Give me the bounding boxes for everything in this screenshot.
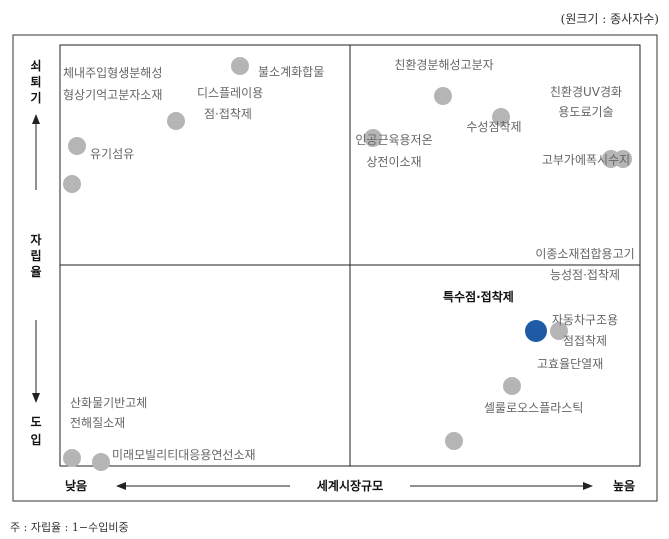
point-label: 점접착제 — [563, 334, 607, 348]
y-high-char-2: 퇴 — [30, 74, 41, 89]
point-label: 자동차구조용 — [552, 313, 618, 327]
data-point — [550, 322, 568, 340]
chart-frame — [12, 34, 658, 502]
y-high-char-1: 쇠 — [30, 58, 41, 73]
x-low-label: 낮음 — [65, 478, 87, 493]
point-label: 점·접착제 — [204, 107, 252, 121]
point-label: 특수점·접착제 — [443, 289, 514, 304]
data-point — [231, 57, 249, 75]
point-label: 친환경UV경화 — [550, 85, 622, 99]
point-label: 체내주입형생분해성 — [63, 66, 162, 80]
x-high-label: 높음 — [613, 478, 635, 493]
x-arrow-left-head — [116, 482, 126, 490]
y-high-char-3: 기 — [30, 90, 41, 105]
y-label-char-3: 율 — [30, 265, 41, 279]
y-arrow-down-head — [32, 393, 40, 403]
y-low-char-1: 도 — [30, 415, 41, 429]
point-label: 불소계화합물 — [258, 65, 324, 79]
data-point — [92, 453, 110, 471]
data-point — [434, 87, 452, 105]
y-label-char-1: 자 — [30, 232, 41, 247]
point-label: 고부가에폭시수지 — [542, 153, 630, 167]
point-label: 친환경분해성고분자 — [394, 58, 493, 72]
point-label: 고효율단열재 — [537, 357, 603, 371]
data-point — [167, 112, 185, 130]
point-label: 수성점착제 — [466, 120, 521, 134]
data-point — [445, 432, 463, 450]
data-point — [614, 150, 632, 168]
data-point — [364, 129, 382, 147]
point-label: 전해질소재 — [70, 416, 125, 430]
point-label: 용도료기술 — [558, 105, 613, 119]
point-label: 인공근육용저온 — [355, 133, 432, 147]
data-point — [492, 108, 510, 126]
point-label: 능성점·접착제 — [550, 268, 620, 282]
point-label: 산화물기반고체 — [70, 396, 147, 410]
y-low-char-2: 입 — [30, 433, 41, 447]
x-arrow-right-head — [583, 482, 593, 490]
highlight-point — [525, 320, 547, 342]
bubble-size-note: (원크기 : 종사자수) — [560, 12, 659, 26]
point-label: 유기섬유 — [90, 147, 134, 161]
data-point — [63, 175, 81, 193]
point-label: 형상기억고분자소재 — [63, 88, 162, 102]
point-label: 상전이소재 — [366, 155, 421, 169]
data-point — [503, 377, 521, 395]
point-label: 디스플레이용 — [197, 86, 263, 100]
x-axis-label: 세계시장규모 — [317, 478, 383, 493]
data-point — [68, 137, 86, 155]
y-arrow-up-head — [32, 114, 40, 124]
y-label-char-2: 립 — [30, 249, 41, 263]
point-label: 이종소재접합용고기 — [535, 247, 634, 261]
footnote: 주 : 자립율 : 1−수입비중 — [10, 521, 129, 534]
point-label: 셀룰로오스플라스틱 — [484, 401, 583, 415]
data-point — [63, 449, 81, 467]
point-label: 미래모빌리티대응용연선소재 — [112, 448, 256, 462]
